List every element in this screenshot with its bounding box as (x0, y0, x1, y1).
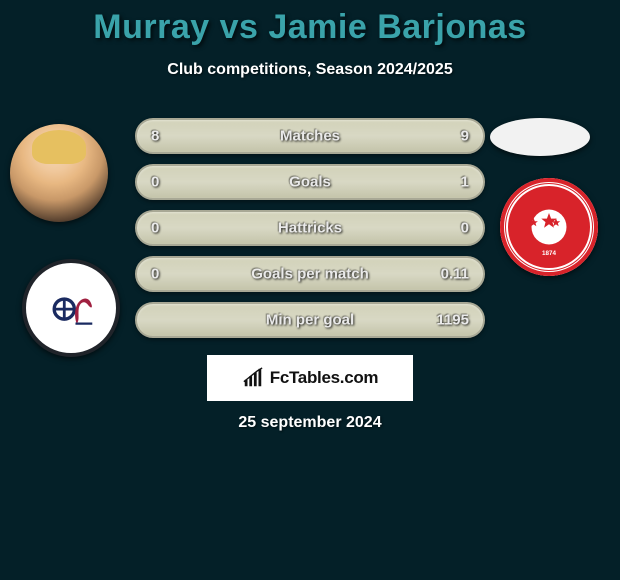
stat-right-value: 0 (461, 220, 469, 237)
stat-right-value: 0.11 (441, 266, 469, 283)
stat-label: Goals per match (251, 266, 369, 283)
brand-attribution: FcTables.com (207, 355, 413, 401)
stat-row: 0 Goals 1 (135, 164, 485, 200)
club-badge-right: 1874 (500, 178, 598, 276)
club-badge-left (22, 259, 120, 357)
stat-right-value: 9 (461, 128, 469, 145)
date-label: 25 september 2024 (0, 414, 620, 432)
stat-row: 0 Hattricks 0 (135, 210, 485, 246)
subtitle: Club competitions, Season 2024/2025 (0, 61, 620, 79)
stat-row: 8 Matches 9 (135, 118, 485, 154)
club-badge-right-icon: 1874 (514, 192, 584, 262)
stat-label: Goals (289, 174, 331, 191)
stat-left-value: 0 (151, 220, 159, 237)
player-left-avatar (10, 124, 108, 222)
brand-text: FcTables.com (270, 368, 379, 388)
page-title: Murray vs Jamie Barjonas (0, 8, 620, 47)
comparison-card: Murray vs Jamie Barjonas Club competitio… (0, 0, 620, 580)
stat-left-value: 8 (151, 128, 159, 145)
stat-label: Matches (280, 128, 340, 145)
bar-chart-icon (242, 367, 264, 389)
stat-right-value: 1195 (436, 312, 469, 329)
stat-right-value: 1 (461, 174, 469, 191)
stat-left-value: 0 (151, 174, 159, 191)
stat-label: Min per goal (266, 312, 354, 329)
stat-label: Hattricks (278, 220, 342, 237)
stats-list: 8 Matches 9 0 Goals 1 0 Hattricks 0 0 Go… (135, 118, 485, 348)
player-right-avatar (490, 118, 590, 156)
stat-row: Min per goal 1195 (135, 302, 485, 338)
stat-row: 0 Goals per match 0.11 (135, 256, 485, 292)
club-badge-left-icon (43, 280, 99, 336)
stat-left-value: 0 (151, 266, 159, 283)
svg-text:1874: 1874 (542, 250, 557, 257)
